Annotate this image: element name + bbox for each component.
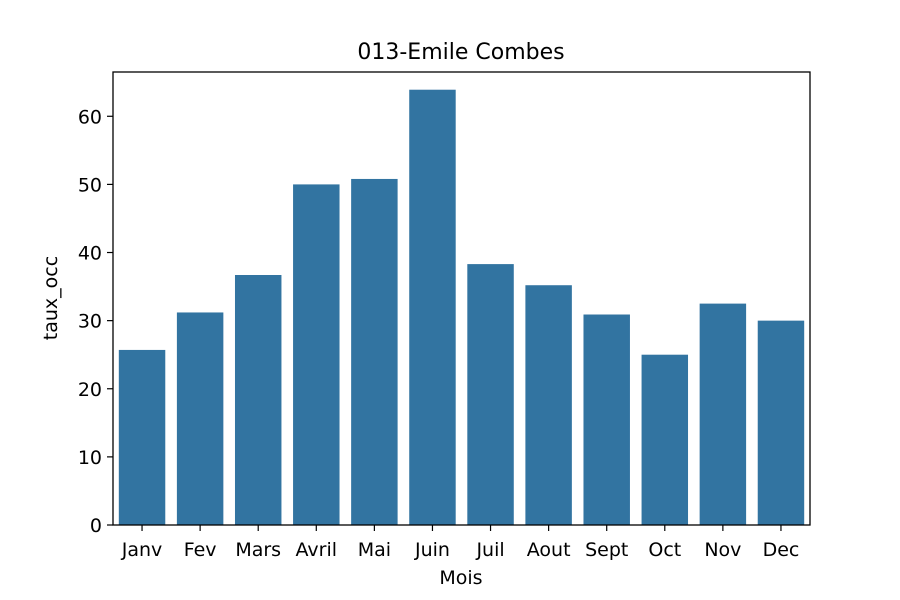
x-tick-label: Mai	[358, 539, 391, 561]
x-axis: Janv Fev Mars Avril Mai Juin Juil Aout Sept Oct No…	[121, 525, 800, 561]
x-tick-label: Nov	[704, 539, 741, 561]
bar-dec	[757, 320, 805, 525]
x-tick-label: Janv	[121, 539, 163, 561]
y-axis: 0 10 20 30 40 50 60	[78, 106, 113, 537]
x-tick-label: Juil	[475, 539, 504, 561]
plot-frame	[112, 71, 811, 526]
y-tick-label: 30	[78, 311, 102, 333]
bars-group	[118, 89, 805, 526]
bar-nov	[699, 303, 747, 525]
x-tick-label: Aout	[527, 539, 571, 561]
bar-sept	[583, 314, 630, 525]
bar-janv	[118, 349, 166, 525]
y-tick-label: 40	[78, 243, 102, 265]
y-axis-label: taux_occ	[40, 256, 62, 340]
x-tick-label: Sept	[585, 539, 628, 561]
x-tick-label: Avril	[296, 539, 338, 561]
bar-aout	[525, 285, 572, 525]
y-tick-label: 60	[78, 106, 102, 128]
x-axis-label: Mois	[439, 567, 482, 589]
bar-mars	[234, 275, 282, 525]
x-tick-label: Juin	[414, 539, 450, 561]
bar-juil	[467, 264, 514, 525]
bar-fev	[176, 312, 224, 525]
bar-oct	[641, 354, 689, 525]
x-tick-label: Oct	[648, 539, 681, 561]
bar-juin	[409, 89, 456, 526]
x-tick-label: Dec	[763, 539, 800, 561]
bar-avril	[293, 184, 340, 525]
chart-title: 013-Emile Combes	[357, 40, 564, 65]
y-tick-label: 20	[78, 379, 102, 401]
y-tick-label: 0	[90, 515, 102, 537]
y-tick-label: 50	[78, 174, 102, 196]
x-tick-label: Fev	[184, 539, 217, 561]
bar-mai	[351, 178, 398, 525]
y-tick-label: 10	[78, 447, 102, 469]
x-tick-label: Mars	[235, 539, 281, 561]
